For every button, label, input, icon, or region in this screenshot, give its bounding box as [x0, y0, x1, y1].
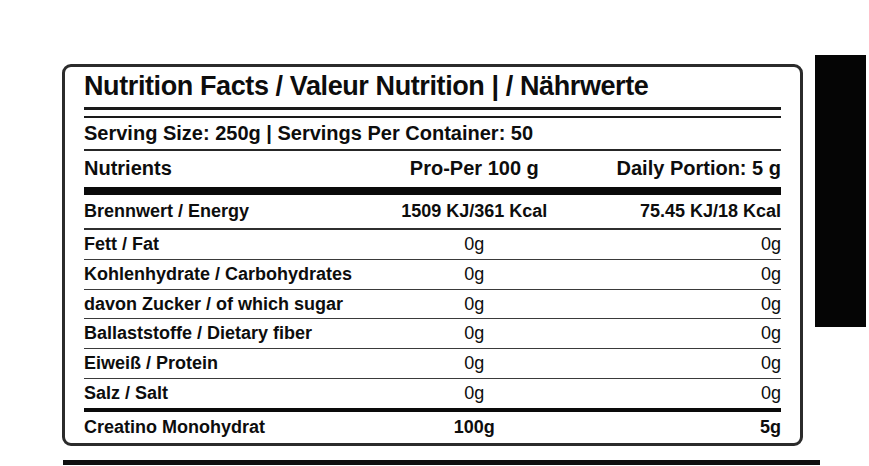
row-daily-portion: 0g [586, 383, 781, 404]
table-row-fiber: Ballaststoffe / Dietary fiber 0g 0g [84, 319, 781, 349]
panel-title: Nutrition Facts / Valeur Nutrition | / N… [84, 67, 781, 107]
row-per-100g: 100g [363, 417, 586, 438]
row-daily-portion: 0g [586, 353, 781, 374]
bottom-divider-line [63, 460, 820, 465]
row-label: Fett / Fat [84, 234, 363, 255]
row-label: Eiweiß / Protein [84, 353, 363, 374]
row-daily-portion: 0g [586, 323, 781, 344]
table-row-energy: Brennwert / Energy 1509 KJ/361 Kcal 75.4… [84, 195, 781, 231]
row-label: Ballaststoffe / Dietary fiber [84, 323, 363, 344]
row-per-100g: 0g [363, 383, 586, 404]
row-per-100g: 1509 KJ/361 Kcal [363, 201, 586, 222]
row-daily-portion: 0g [586, 264, 781, 285]
row-daily-portion: 0g [586, 234, 781, 255]
table-row-salt: Salz / Salt 0g 0g [84, 379, 781, 409]
row-per-100g: 0g [363, 353, 586, 374]
nutrition-facts-panel: Nutrition Facts / Valeur Nutrition | / N… [62, 64, 803, 446]
row-per-100g: 0g [363, 264, 586, 285]
header-per-100g: Pro-Per 100 g [363, 157, 586, 180]
table-header-row: Nutrients Pro-Per 100 g Daily Portion: 5… [84, 151, 781, 187]
black-label-edge-block [815, 55, 866, 327]
label-sheet: Nutrition Facts / Valeur Nutrition | / N… [0, 0, 869, 466]
row-per-100g: 0g [363, 294, 586, 315]
row-label: Brennwert / Energy [84, 201, 363, 222]
row-daily-portion: 0g [586, 294, 781, 315]
row-label: Creatino Monohydrat [84, 417, 363, 438]
row-label: Salz / Salt [84, 383, 363, 404]
row-per-100g: 0g [363, 234, 586, 255]
table-row-carbohydrates: Kohlenhydrate / Carbohydrates 0g 0g [84, 260, 781, 290]
row-label: Kohlenhydrate / Carbohydrates [84, 264, 363, 285]
row-daily-portion: 5g [586, 417, 781, 438]
row-label: davon Zucker / of which sugar [84, 294, 363, 315]
header-separator-bar [84, 187, 781, 195]
header-daily-portion: Daily Portion: 5 g [586, 157, 781, 180]
row-per-100g: 0g [363, 323, 586, 344]
serving-info: Serving Size: 250g | Servings Per Contai… [84, 118, 781, 149]
table-row-creatine: Creatino Monohydrat 100g 5g [84, 412, 781, 443]
table-row-fat: Fett / Fat 0g 0g [84, 230, 781, 260]
title-double-rule [84, 107, 781, 119]
header-nutrients: Nutrients [84, 157, 363, 180]
table-row-sugar: davon Zucker / of which sugar 0g 0g [84, 290, 781, 320]
row-daily-portion: 75.45 KJ/18 Kcal [586, 201, 781, 222]
table-row-protein: Eiweiß / Protein 0g 0g [84, 349, 781, 379]
